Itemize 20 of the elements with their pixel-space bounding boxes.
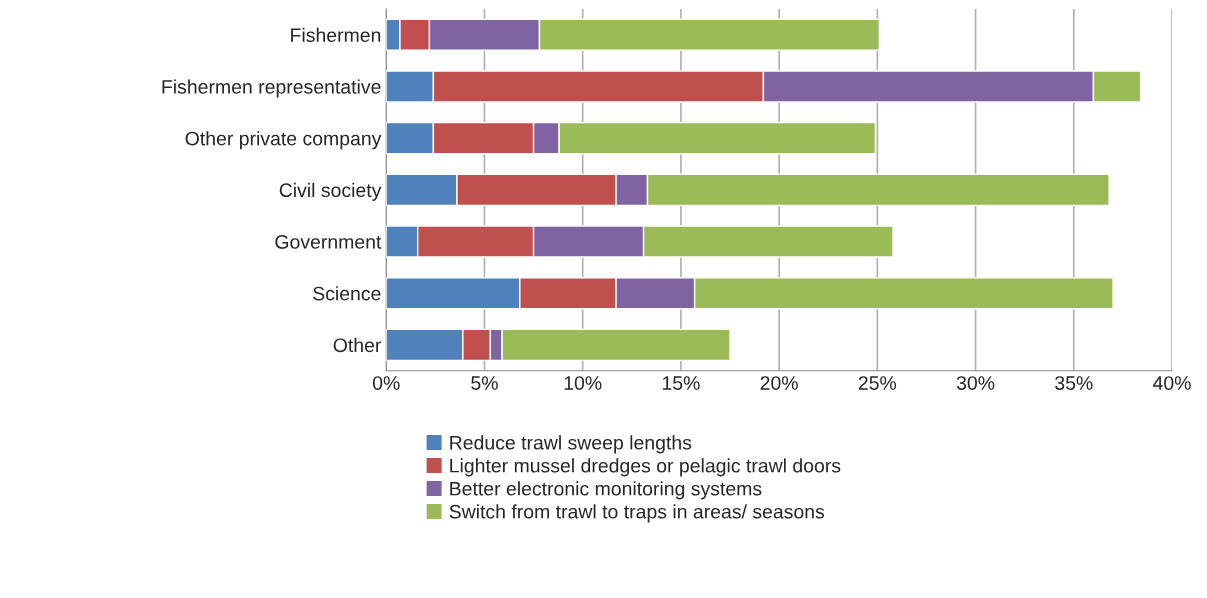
y-tick-label: Fishermen representative [162, 79, 381, 98]
legend-label: Reduce trawl sweep lengths [450, 435, 692, 454]
y-tick-label: Civil society [279, 182, 382, 201]
x-tick-label: 25% [858, 376, 897, 390]
y-tick-label: Science [313, 286, 381, 301]
y-tick-label: Government [275, 235, 382, 249]
x-tick-label: 0% [372, 376, 400, 390]
y-tick-label: Other private company [185, 131, 382, 150]
x-tick-label: 35% [1055, 376, 1093, 390]
y-tick-label: Fishermen [291, 27, 381, 43]
legend-label: Better electronic monitoring systems [450, 481, 762, 500]
y-tick-label: Other [333, 337, 382, 353]
x-tick-label: 30% [956, 376, 995, 390]
x-tick-label: 5% [471, 376, 498, 390]
legend-label: Switch from trawl to traps in areas/ seasons [449, 504, 825, 523]
legend-label: Lighter mussel dredges or pelagic trawl doors [450, 458, 841, 477]
x-tick-label: 10% [564, 376, 602, 390]
x-tick-label: 40% [1152, 376, 1191, 390]
x-tick-label: 15% [662, 376, 700, 390]
x-tick-label: 20% [760, 376, 798, 390]
